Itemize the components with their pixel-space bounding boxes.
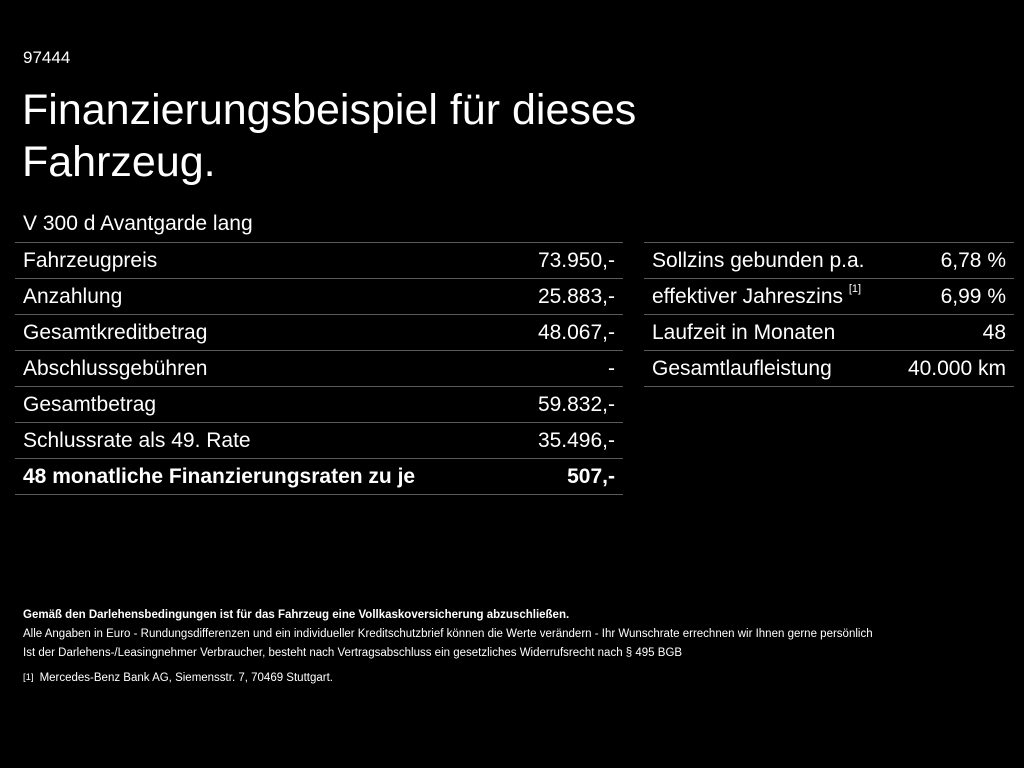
footnote: [1] Mercedes-Benz Bank AG, Siemensstr. 7,…: [23, 670, 333, 686]
row-label: Anzahlung: [15, 278, 511, 315]
row-label: Sollzins gebunden p.a.: [644, 242, 891, 279]
row-value: 35.496,-: [510, 422, 623, 459]
row-value: 25.883,-: [510, 278, 623, 315]
row-label: Laufzeit in Monaten: [644, 314, 891, 351]
row-label: Gesamtkreditbetrag: [15, 314, 511, 351]
row-value: 507,-: [510, 458, 623, 495]
footnote-text: Mercedes-Benz Bank AG, Siemensstr. 7, 70…: [39, 672, 333, 684]
row-label: Abschlussgebühren: [15, 350, 511, 387]
row-label: Gesamtlaufleistung: [644, 350, 891, 387]
row-value: 48.067,-: [510, 314, 623, 351]
row-value: 73.950,-: [510, 242, 623, 279]
withdrawal-note: Ist der Darlehens-/Leasingnehmer Verbrau…: [23, 647, 683, 659]
financing-table: Fahrzeugpreis 73.950,- Anzahlung 25.883,…: [15, 242, 623, 495]
interest-table: Sollzins gebunden p.a. 6,78 % effektiver…: [644, 242, 1014, 387]
row-value: 48: [890, 314, 1014, 351]
page-title: Finanzierungsbeispiel für dieses Fahrzeu…: [22, 86, 637, 186]
table-row: Fahrzeugpreis 73.950,-: [15, 242, 623, 279]
row-label: 48 monatliche Finanzierungsraten zu je: [15, 458, 511, 495]
disclaimer-note: Alle Angaben in Euro - Rundungsdifferenz…: [23, 628, 873, 640]
table-row: Gesamtlaufleistung 40.000 km: [644, 350, 1014, 387]
row-label: Schlussrate als 49. Rate: [15, 422, 511, 459]
table-row: Gesamtkreditbetrag 48.067,-: [15, 314, 623, 351]
reference-number: 97444: [23, 48, 71, 67]
table-row: Anzahlung 25.883,-: [15, 278, 623, 315]
table-row: Sollzins gebunden p.a. 6,78 %: [644, 242, 1014, 279]
footnote-mark: [1]: [23, 672, 34, 683]
monthly-rate-row: 48 monatliche Finanzierungsraten zu je 5…: [15, 458, 623, 495]
row-label: Fahrzeugpreis: [15, 242, 511, 279]
vehicle-model: V 300 d Avantgarde lang: [23, 212, 253, 235]
table-row: Schlussrate als 49. Rate 35.496,-: [15, 422, 623, 459]
row-label: effektiver Jahreszins [1]: [644, 278, 891, 315]
legal-notes: Gemäß den Darlehensbedingungen ist für d…: [23, 606, 1003, 663]
footnote-reference: [1]: [848, 282, 862, 295]
table-row: Abschlussgebühren -: [15, 350, 623, 387]
row-label-text: effektiver Jahreszins: [652, 284, 844, 308]
row-value: 40.000 km: [890, 350, 1014, 387]
table-row: Gesamtbetrag 59.832,-: [15, 386, 623, 423]
row-value: 59.832,-: [510, 386, 623, 423]
table-row: Laufzeit in Monaten 48: [644, 314, 1014, 351]
row-label: Gesamtbetrag: [15, 386, 511, 423]
row-value: 6,99 %: [890, 278, 1014, 315]
row-value: 6,78 %: [890, 242, 1014, 279]
row-value: -: [510, 350, 623, 387]
table-row: effektiver Jahreszins [1] 6,99 %: [644, 278, 1014, 315]
insurance-note: Gemäß den Darlehensbedingungen ist für d…: [23, 609, 570, 621]
